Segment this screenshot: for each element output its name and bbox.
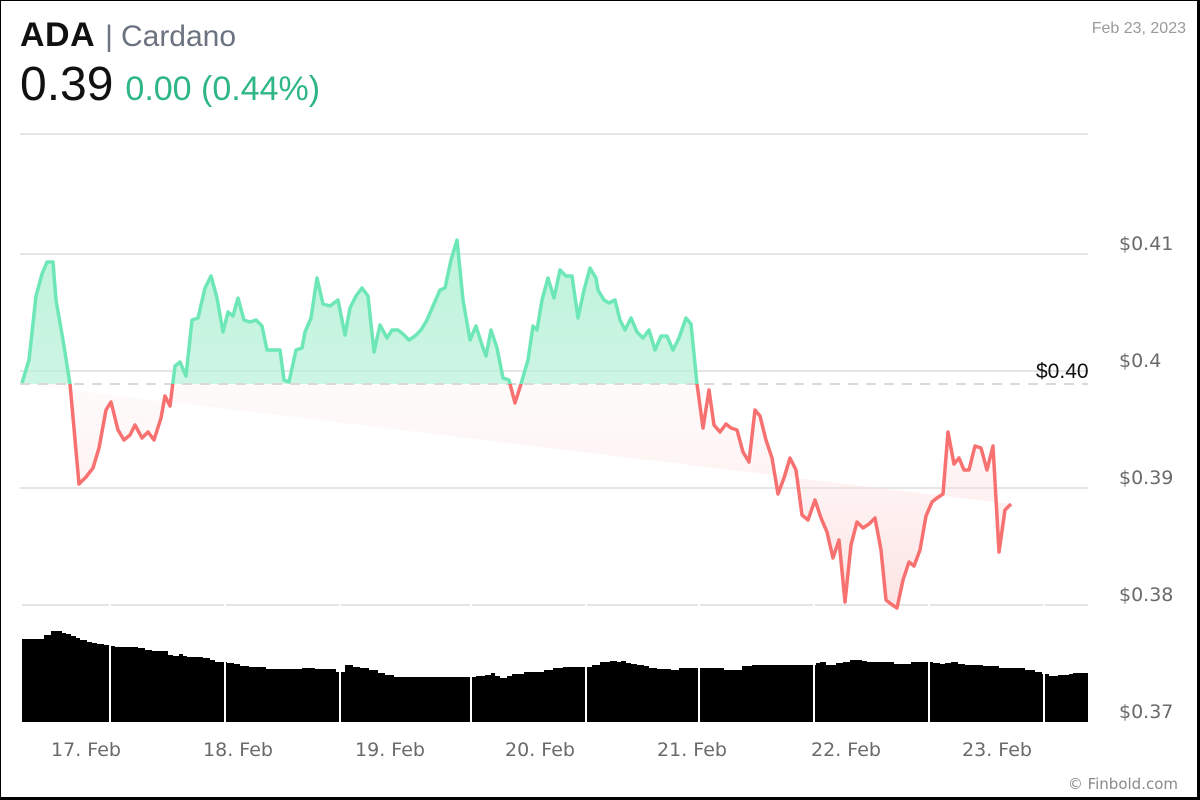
title-separator: | [105, 20, 113, 53]
x-axis-labels: 17. Feb 18. Feb 19. Feb 20. Feb 21. Feb 22. F… [51, 739, 1032, 761]
baseline-price-label: $0.40 [1036, 360, 1089, 383]
volume-separator [339, 600, 341, 722]
y-axis-labels: $0.41 $0.4 $0.39 $0.38 $0.37 [1119, 233, 1173, 723]
y-tick-label: $0.41 [1119, 233, 1173, 255]
price-line [20, 238, 1013, 610]
x-tick-label: 19. Feb [355, 739, 425, 761]
title-row: ADA | Cardano [20, 16, 320, 55]
x-tick-label: 23. Feb [962, 739, 1032, 761]
ticker-symbol: ADA [20, 16, 96, 54]
y-tick-label: $0.37 [1119, 701, 1173, 723]
volume-separator [20, 600, 22, 722]
y-tick-label: $0.39 [1119, 467, 1173, 489]
volume-bars [20, 600, 1088, 722]
chart-date: Feb 23, 2023 [1091, 20, 1186, 37]
x-tick-label: 21. Feb [657, 739, 727, 761]
y-tick-label: $0.38 [1119, 584, 1173, 606]
volume-separator [224, 600, 226, 722]
price-line-up [20, 238, 699, 384]
volume-separator [813, 600, 815, 722]
x-tick-label: 17. Feb [51, 739, 121, 761]
credit-text: © Finbold.com [1067, 775, 1178, 793]
x-tick-label: 20. Feb [505, 739, 575, 761]
volume-separator [470, 600, 472, 722]
volume-separator [698, 600, 700, 722]
asset-name: Cardano [120, 20, 237, 53]
volume-separator [109, 600, 111, 722]
x-tick-label: 22. Feb [811, 739, 881, 761]
header: ADA | Cardano 0.39 0.00 (0.44%) [20, 16, 320, 112]
current-price: 0.39 [20, 58, 114, 111]
volume-separator [1043, 600, 1045, 722]
y-tick-label: $0.4 [1119, 350, 1161, 372]
down-fill [22, 384, 1011, 608]
price-change: 0.00 (0.44%) [125, 70, 321, 108]
price-area [22, 240, 1011, 608]
price-row: 0.39 0.00 (0.44%) [20, 57, 320, 112]
volume-separator [585, 600, 587, 722]
price-line-down [68, 384, 1013, 610]
x-tick-label: 18. Feb [203, 739, 273, 761]
volume-area [20, 631, 1088, 722]
volume-separator [928, 600, 930, 722]
